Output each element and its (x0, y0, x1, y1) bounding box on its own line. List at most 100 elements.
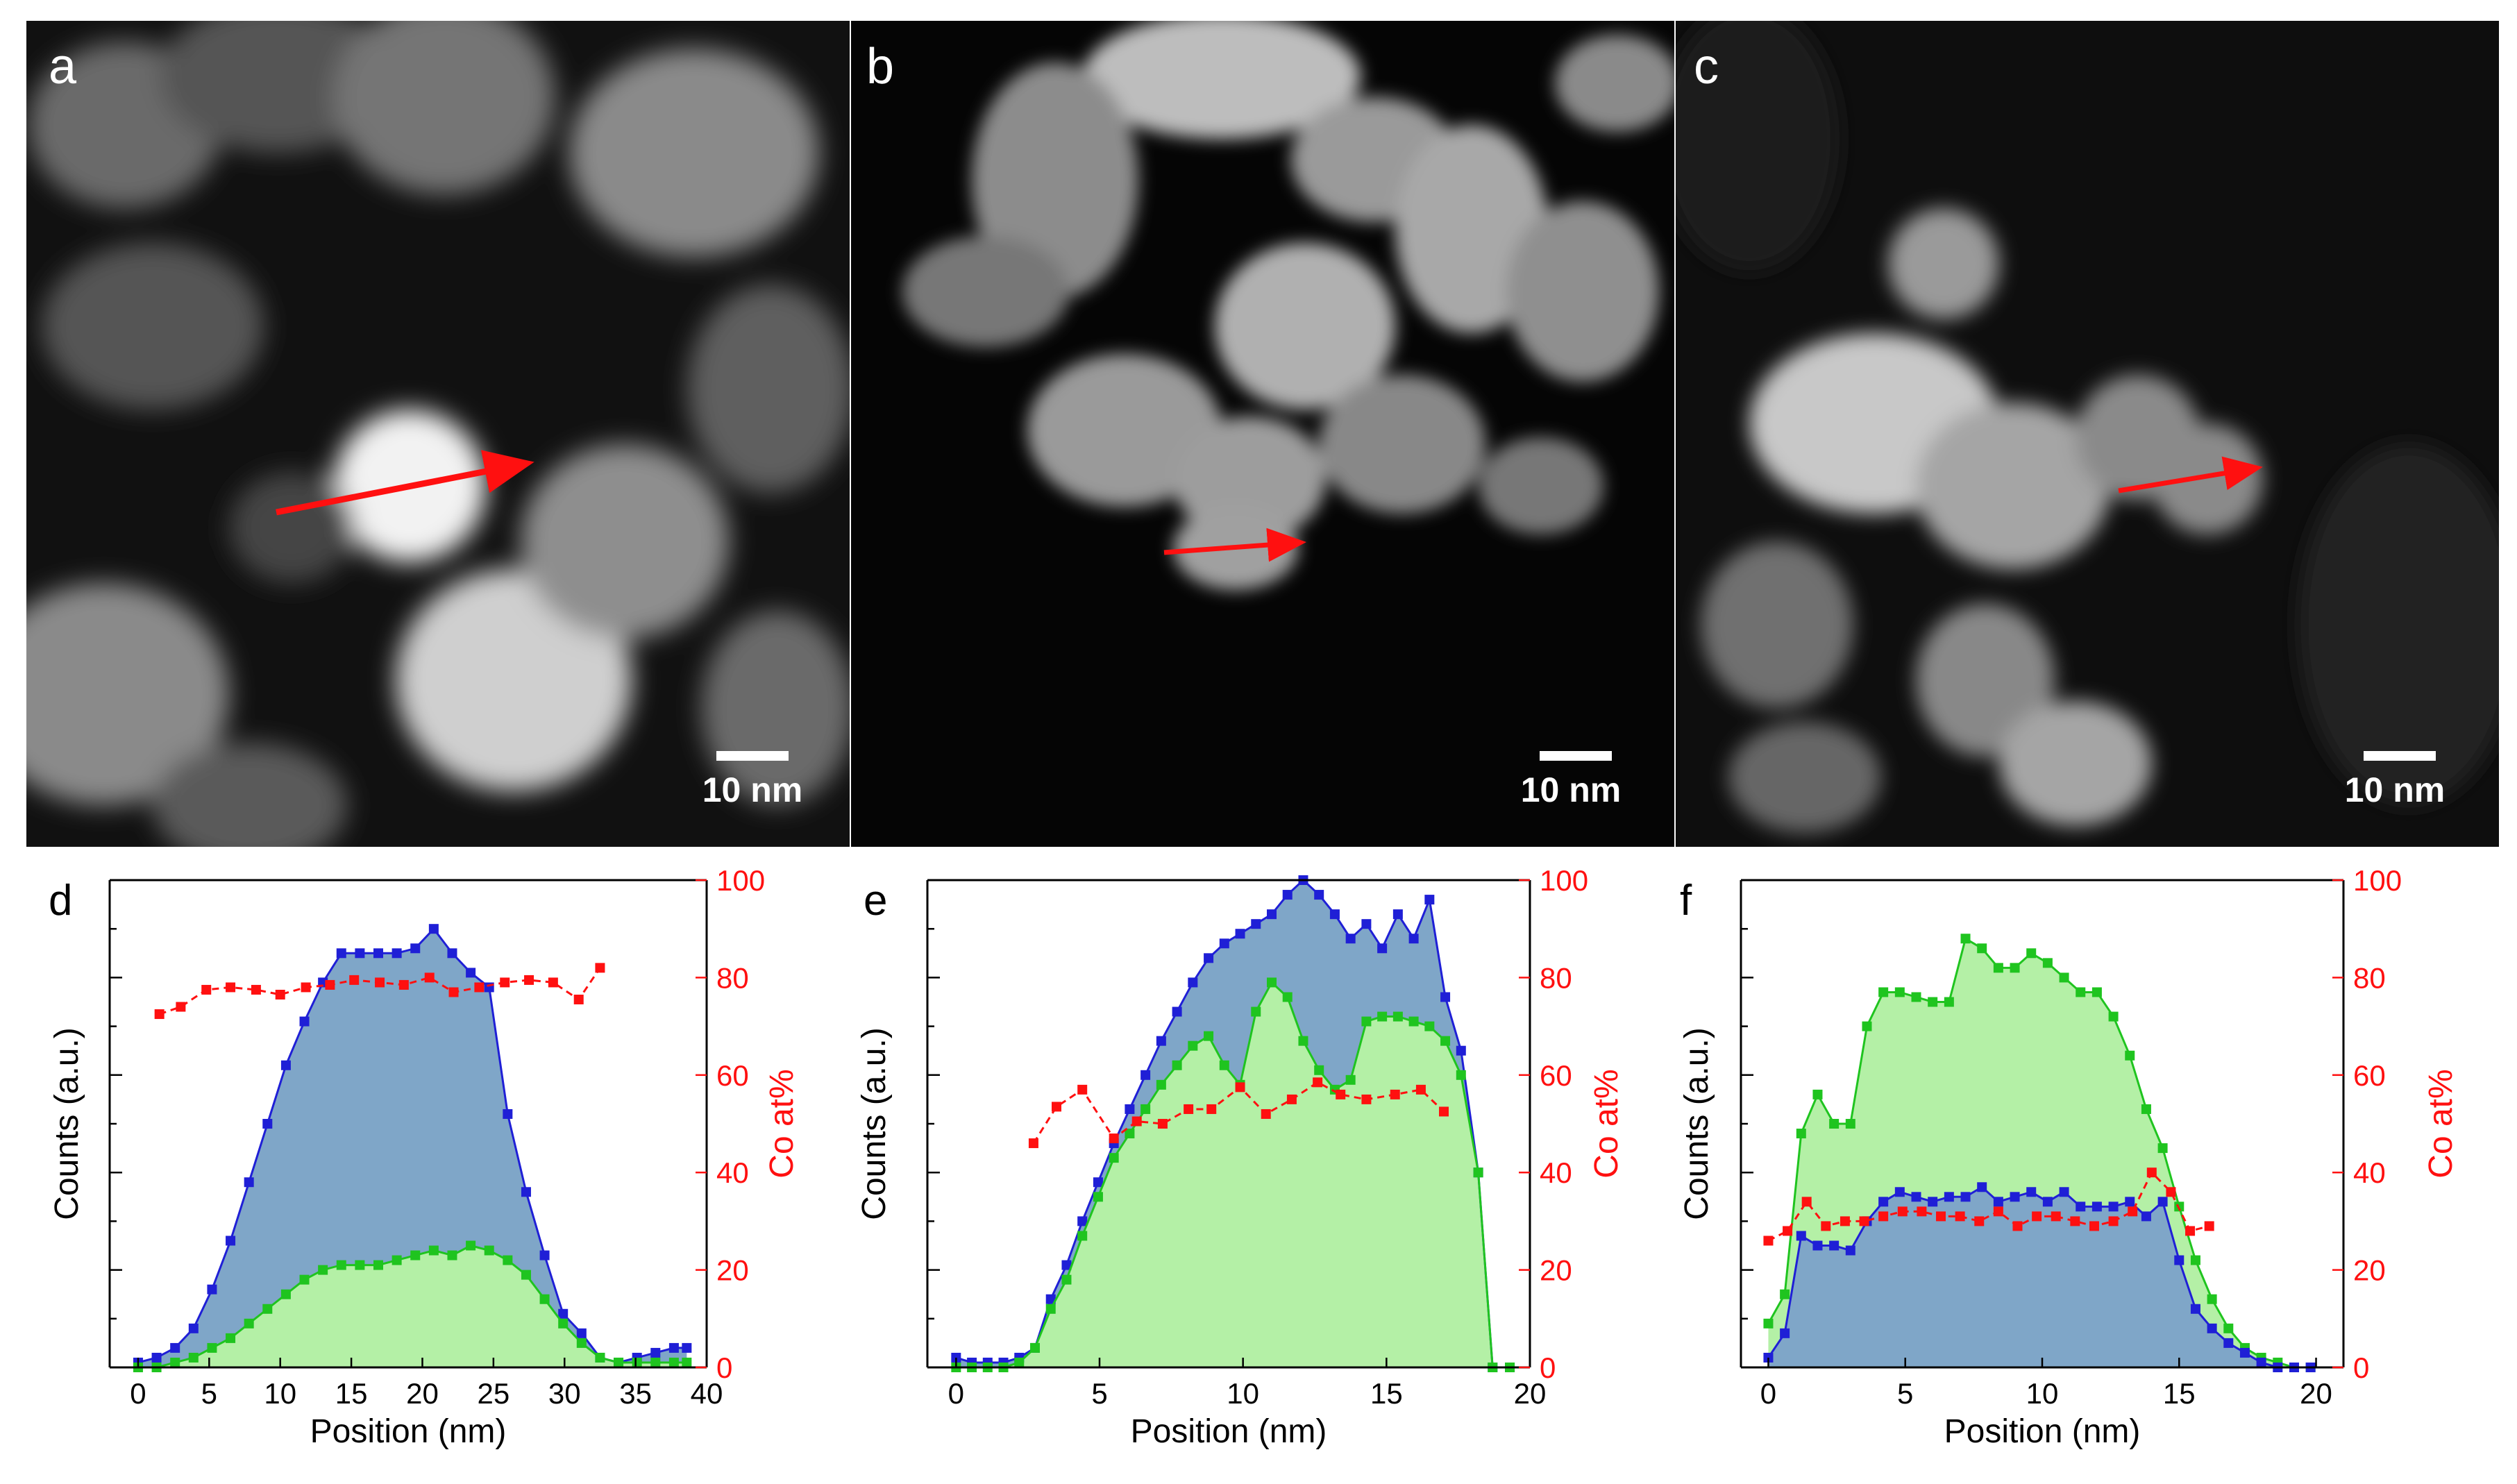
series-blue-point (410, 943, 421, 954)
series-blue-point (1172, 1006, 1182, 1017)
series-green-point (1298, 1036, 1308, 1046)
series-co-point (201, 984, 212, 995)
series-co-point (474, 982, 485, 993)
series-blue-point (1204, 953, 1214, 963)
series-blue-point (1894, 1187, 1905, 1197)
series-blue-point (1235, 929, 1245, 939)
particles-a (26, 21, 850, 847)
x-axis-title: Position (nm) (1131, 1413, 1327, 1450)
series-blue-point (2174, 1255, 2185, 1265)
x-tick-label: 30 (548, 1377, 581, 1410)
x-tick-label: 20 (406, 1377, 439, 1410)
series-co-point (1897, 1206, 1908, 1217)
series-green-point (1061, 1274, 1072, 1285)
series-blue-point (1424, 895, 1435, 905)
series-co-point (2166, 1187, 2176, 1197)
series-green-point (447, 1250, 457, 1260)
series-co-point (275, 989, 285, 1000)
series-green-point (1377, 1011, 1388, 1022)
series-green-point (1014, 1357, 1025, 1367)
series-co-point (349, 975, 360, 985)
series-green-point (1314, 1065, 1324, 1075)
x-tick-label: 5 (1897, 1377, 1913, 1410)
line-scan-arrow-c (2118, 456, 2263, 494)
x-tick-label: 10 (1227, 1377, 1259, 1410)
scale-bar-label-a: 10 nm (702, 770, 803, 809)
panel-label-b: b (866, 39, 894, 94)
y2-tick-label: 40 (716, 1156, 749, 1189)
series-green-point (1829, 1119, 1840, 1129)
series-co-point (1361, 1094, 1372, 1104)
series-blue-point (392, 948, 402, 959)
series-blue-point (539, 1250, 550, 1260)
series-blue-point (2091, 1201, 2102, 1212)
series-blue-point (2026, 1187, 2037, 1197)
series-green-point (1140, 1104, 1151, 1114)
series-green-point (614, 1357, 624, 1367)
series-blue-point (1456, 1045, 1466, 1056)
y2-tick-label: 20 (1540, 1254, 1572, 1287)
y2-tick-label: 0 (2353, 1351, 2369, 1384)
series-blue-point (1093, 1177, 1103, 1188)
y2-tick-label: 20 (716, 1254, 749, 1287)
series-green-point (1911, 992, 1921, 1002)
series-co-point (325, 979, 335, 990)
series-green-point (318, 1265, 328, 1275)
series-green-area (956, 982, 1510, 1367)
y2-tick-label: 100 (2353, 864, 2402, 897)
series-co-point (1336, 1089, 1346, 1099)
series-co-point (1206, 1104, 1217, 1114)
series-green-line (1767, 936, 2311, 1369)
y-axis-title: Counts (a.u.) (49, 1027, 85, 1220)
series-blue-point (2239, 1347, 2250, 1358)
series-co-line (1767, 1170, 2210, 1242)
series-co-point (2051, 1211, 2061, 1222)
series-green-point (1361, 1016, 1372, 1027)
series-blue-point (2125, 1197, 2135, 1207)
series-blue-point (2010, 1192, 2020, 1202)
series-co-point (1783, 1226, 1793, 1236)
series-co-point (1184, 1104, 1194, 1114)
series-blue-point (170, 1342, 180, 1353)
series-blue-point (1361, 919, 1372, 929)
series-blue-point (1911, 1192, 1921, 1202)
y2-tick-label: 80 (716, 961, 749, 994)
series-green-point (2010, 963, 2020, 973)
x-tick-label: 0 (948, 1377, 964, 1410)
series-co-point (2032, 1211, 2042, 1222)
scale-bar-c (2364, 751, 2436, 761)
series-green-point (373, 1260, 383, 1270)
series-blue-point (207, 1284, 217, 1295)
series-blue-point (355, 948, 365, 959)
series-co-point (2128, 1206, 2138, 1217)
series-blue-point (2256, 1357, 2266, 1367)
series-green-point (1093, 1192, 1103, 1202)
y2-axis-title: Co at% (2423, 1069, 2459, 1178)
series-blue-point (373, 948, 383, 959)
series-co-point (1821, 1221, 1831, 1231)
series-green-area (137, 1245, 687, 1367)
series-co-point (1917, 1206, 1927, 1217)
y-axis-title: Counts (a.u.) (856, 1027, 893, 1220)
series-green-point (392, 1255, 402, 1265)
series-blue-point (1267, 909, 1277, 920)
series-green-point (188, 1352, 199, 1363)
x-tick-label: 20 (2300, 1377, 2332, 1410)
series-green-point (1845, 1119, 1855, 1129)
series-green-point (2157, 1143, 2168, 1154)
series-blue-area (1768, 1187, 2311, 1367)
x-tick-label: 0 (130, 1377, 146, 1410)
x-tick-label: 35 (619, 1377, 652, 1410)
micrograph-b: b 10 nm (851, 21, 1674, 847)
series-green-point (1993, 963, 2003, 973)
series-co-point (2108, 1216, 2119, 1226)
series-green-point (1894, 987, 1905, 997)
series-co-point (1390, 1089, 1400, 1099)
panel-label-a: a (49, 39, 77, 94)
panel-label-f: f (1680, 877, 1692, 925)
y-axis-title: Counts (a.u.) (1678, 1027, 1715, 1220)
y2-tick-label: 100 (716, 864, 765, 897)
series-blue-point (280, 1060, 291, 1070)
